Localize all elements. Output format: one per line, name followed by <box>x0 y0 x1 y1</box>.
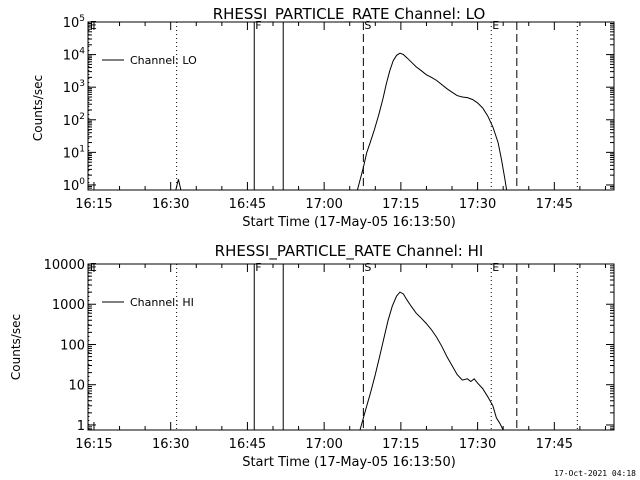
y-tick-label: 1000 <box>52 298 85 313</box>
x-tick-label: 17:00 <box>305 197 342 212</box>
y-axis-label: Counts/sec <box>9 314 23 380</box>
event-marker-label: E <box>492 261 499 274</box>
x-tick-label: 17:45 <box>536 197 573 212</box>
event-marker-label: F <box>255 261 261 274</box>
series-line <box>175 52 508 191</box>
panel-lo-channel: RHESSI_PARTICLE_RATE Channel: LO Start T… <box>31 5 615 230</box>
x-tick-label: 16:30 <box>152 197 189 212</box>
y-tick-label: 10000 <box>44 258 85 273</box>
x-tick-label: 16:45 <box>229 437 266 452</box>
y-tick-label: 103 <box>63 79 85 96</box>
chart-title: RHESSI_PARTICLE_RATE Channel: LO <box>213 5 486 24</box>
event-marker-label: E <box>492 19 499 32</box>
x-tick-label: 17:30 <box>459 197 496 212</box>
y-tick-label: 10 <box>68 379 85 394</box>
event-marker-label: E <box>90 261 97 274</box>
plot-frame <box>87 21 615 191</box>
y-axis-label: Counts/sec <box>31 75 45 141</box>
x-tick-label: 17:30 <box>459 437 496 452</box>
plot-frame <box>87 263 615 431</box>
panel-hi-channel: RHESSI_PARTICLE_RATE Channel: HI Start T… <box>9 242 615 470</box>
event-marker-label: F <box>255 19 261 32</box>
x-tick-label: 17:15 <box>382 437 419 452</box>
event-marker-label: S <box>364 261 371 274</box>
x-tick-label: 17:15 <box>382 197 419 212</box>
y-tick-label: 102 <box>63 112 85 129</box>
x-tick-label: 16:30 <box>152 437 189 452</box>
series-line <box>359 291 504 431</box>
legend-label: Channel: HI <box>130 296 194 309</box>
y-tick-label: 105 <box>63 14 85 31</box>
x-axis-label: Start Time (17-May-05 16:13:50) <box>242 455 456 470</box>
legend-label: Channel: LO <box>130 54 197 67</box>
y-tick-label: 100 <box>63 177 86 194</box>
event-marker-label: S <box>364 19 371 32</box>
plot-timestamp: 17-Oct-2021 04:18 <box>554 469 636 478</box>
event-marker-label: E <box>90 19 97 32</box>
x-tick-label: 16:15 <box>75 197 112 212</box>
y-tick-label: 100 <box>60 338 85 353</box>
x-axis-label: Start Time (17-May-05 16:13:50) <box>242 215 456 230</box>
y-tick-label: 101 <box>63 144 85 161</box>
x-tick-label: 17:00 <box>305 437 342 452</box>
y-tick-label: 1 <box>77 419 85 434</box>
x-tick-label: 17:45 <box>536 437 573 452</box>
y-tick-label: 104 <box>63 47 86 64</box>
chart-title: RHESSI_PARTICLE_RATE Channel: HI <box>215 242 484 261</box>
x-tick-label: 16:15 <box>75 437 112 452</box>
x-tick-label: 16:45 <box>229 197 266 212</box>
